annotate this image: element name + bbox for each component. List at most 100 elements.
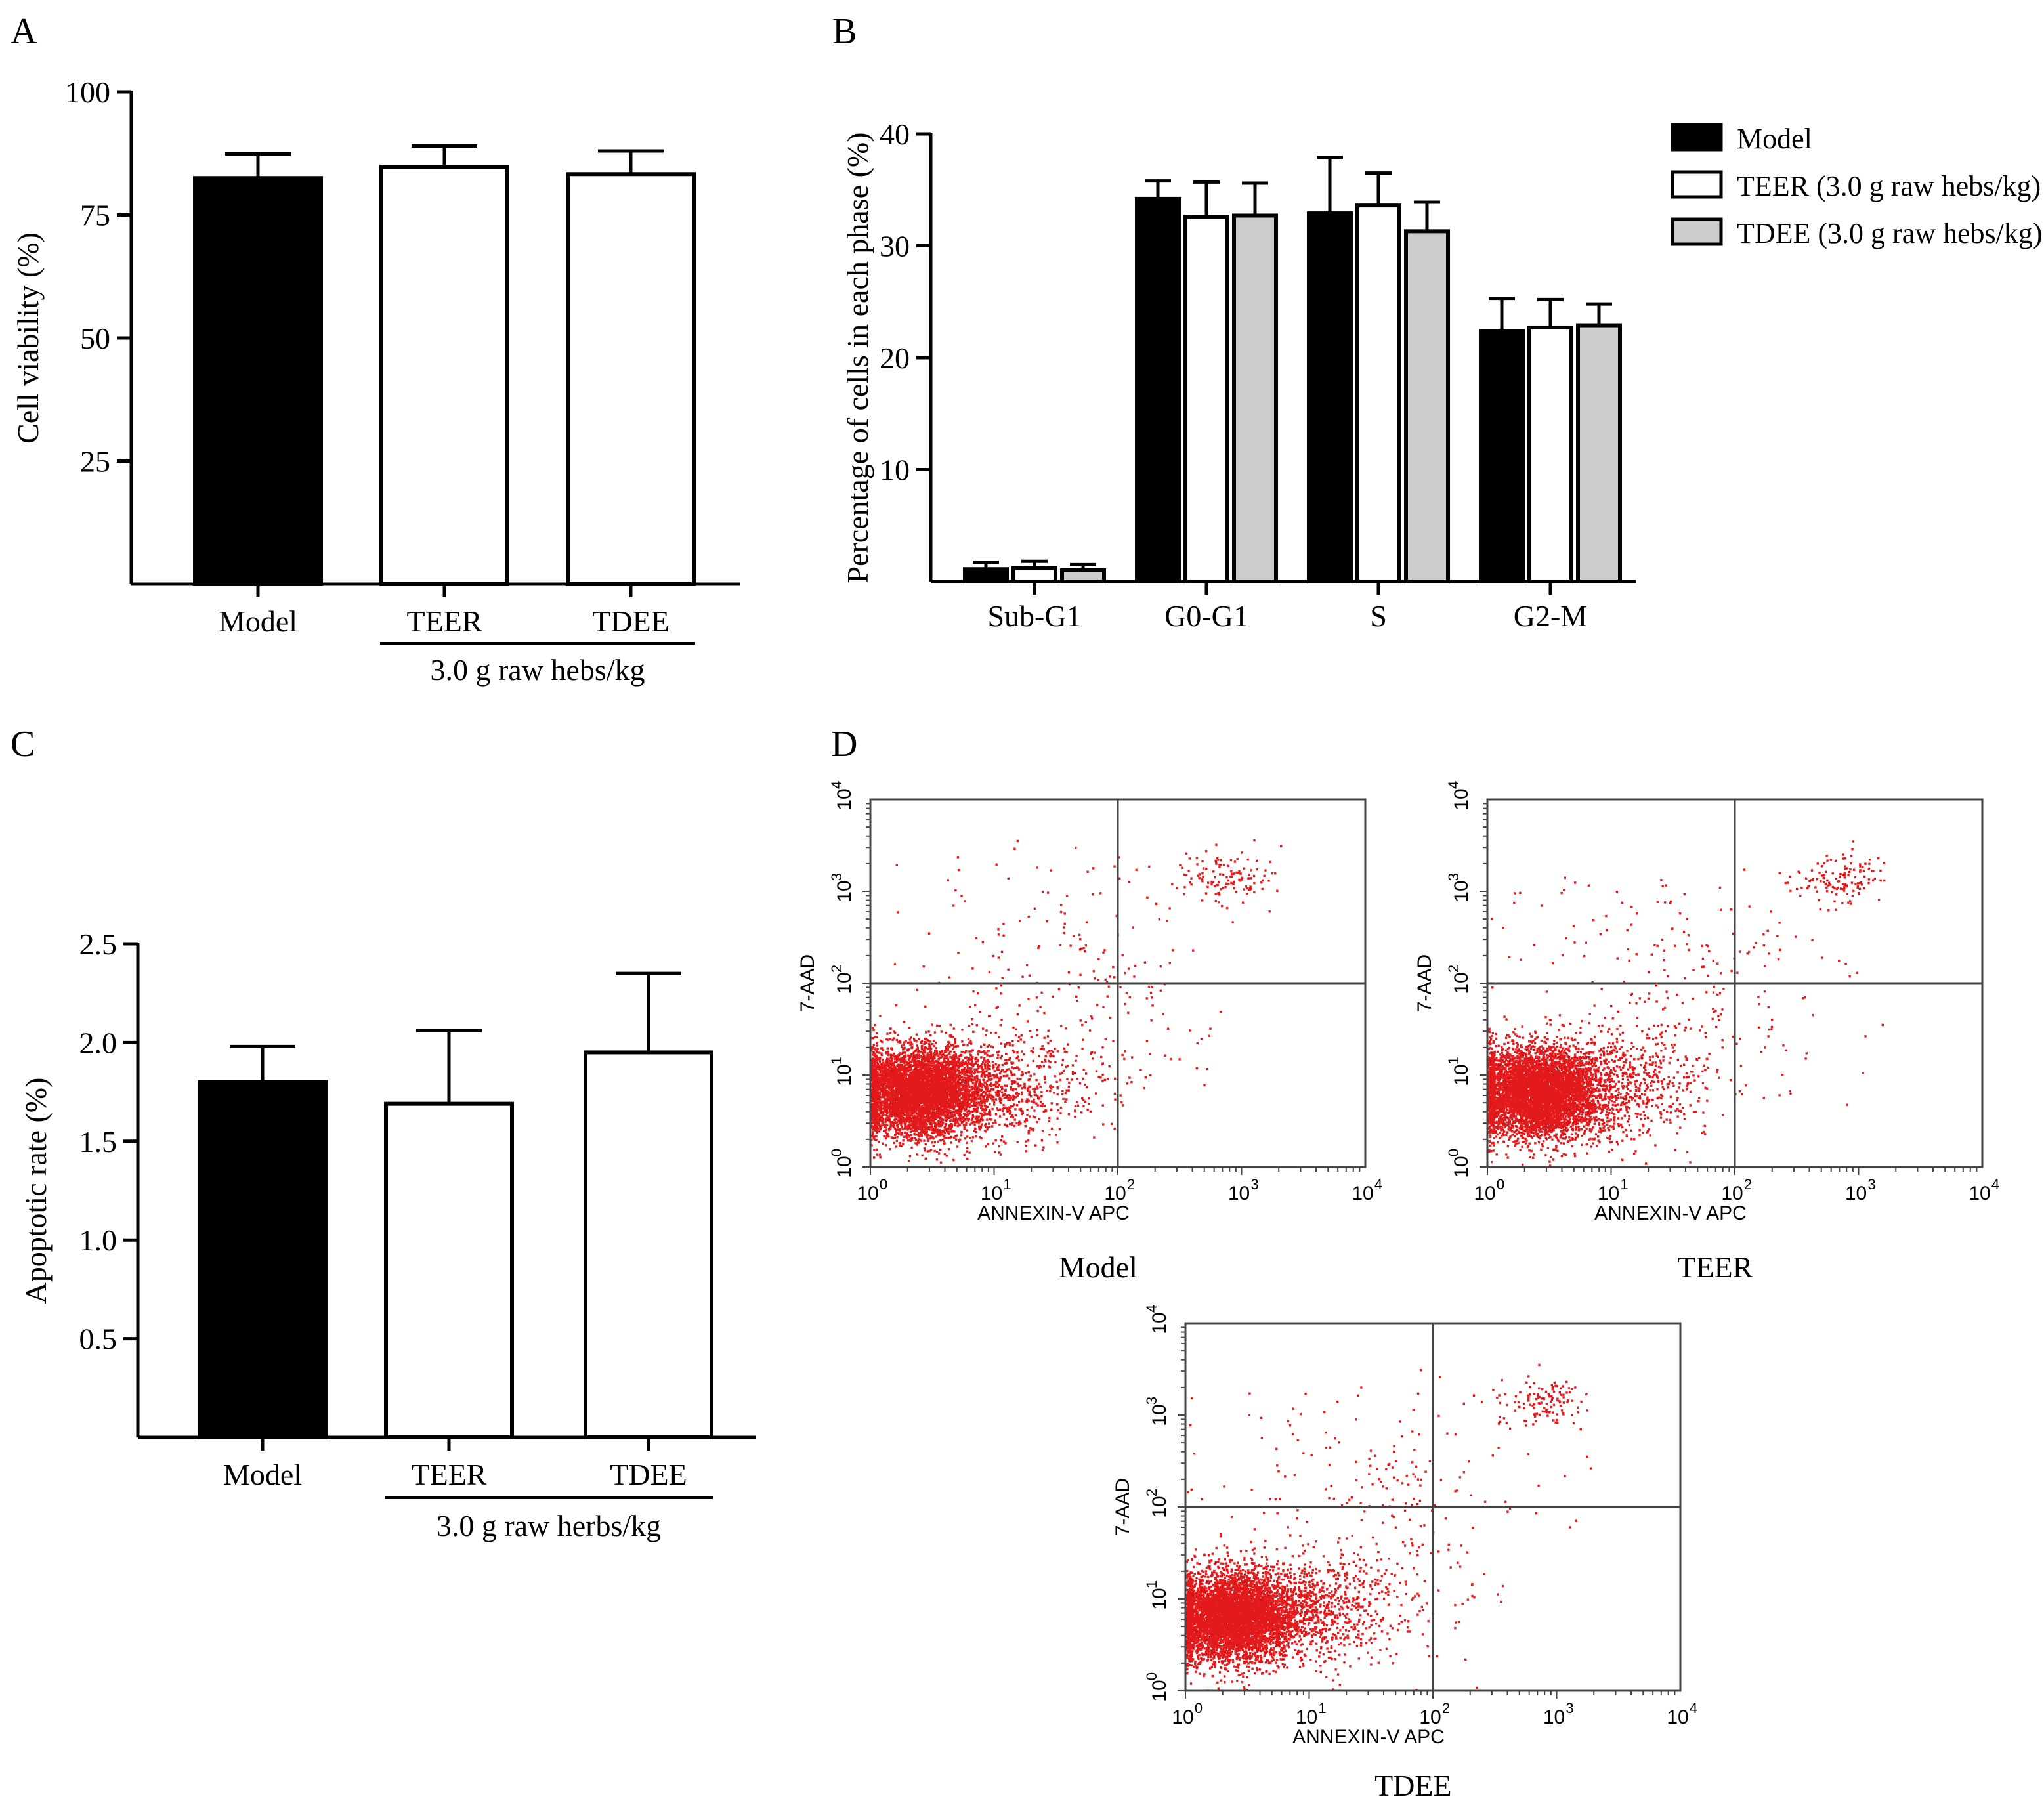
dot [885, 1059, 888, 1062]
dot [895, 1129, 897, 1132]
x-tick-label-g2-m: G2-M [1514, 599, 1587, 633]
dot [929, 1149, 933, 1151]
dot [890, 1110, 893, 1113]
dot [924, 1143, 927, 1145]
dot [932, 1080, 935, 1083]
dot [973, 1099, 975, 1102]
dot [910, 1063, 912, 1067]
dot [951, 1068, 954, 1071]
dot [920, 1124, 922, 1126]
dot [939, 1161, 943, 1164]
dot [905, 1076, 907, 1078]
dot [874, 1064, 876, 1067]
dot [885, 1097, 888, 1101]
dot [897, 1093, 899, 1096]
dot [924, 1099, 927, 1101]
dot [970, 1101, 973, 1103]
dot [872, 1107, 874, 1111]
dot [891, 1048, 893, 1051]
dot [920, 1114, 922, 1118]
dot [961, 1086, 964, 1089]
dot [968, 1095, 971, 1097]
dot [953, 1136, 956, 1139]
dot [901, 1128, 904, 1130]
dot [899, 1064, 901, 1067]
dot [879, 1080, 882, 1082]
dot [983, 1102, 986, 1105]
dot [984, 1124, 987, 1127]
dot [936, 1103, 939, 1105]
dot [908, 1088, 911, 1091]
dot [937, 1079, 940, 1082]
dot [900, 1065, 903, 1068]
dot [909, 1043, 912, 1046]
dot [947, 1090, 950, 1093]
dot [885, 1137, 887, 1140]
dot [893, 1057, 897, 1061]
dot [893, 1107, 896, 1110]
dot [916, 1085, 919, 1088]
dot [956, 1076, 959, 1078]
dot [883, 1107, 885, 1110]
dot [903, 1113, 906, 1116]
dot [932, 1129, 935, 1132]
dot [943, 1074, 945, 1076]
dot [926, 1114, 929, 1116]
dot [874, 1063, 877, 1066]
dot [938, 1093, 941, 1097]
dot [893, 1141, 895, 1145]
dot [898, 1067, 901, 1070]
dot [924, 1075, 927, 1078]
dot [966, 1146, 969, 1149]
dot [882, 1070, 885, 1072]
dot [870, 1077, 873, 1080]
dot [960, 1065, 963, 1068]
dot [988, 1126, 991, 1128]
dot [899, 1069, 902, 1072]
dot [875, 1122, 878, 1125]
dot [966, 1088, 969, 1090]
dot [925, 1072, 928, 1075]
y-tick-label: 30 [880, 230, 910, 263]
dot [928, 1059, 931, 1063]
dot [988, 1092, 990, 1095]
dot [883, 1135, 885, 1137]
dot [943, 1085, 946, 1088]
dot [889, 1032, 892, 1034]
dot [893, 1102, 895, 1105]
dot [929, 1110, 931, 1113]
dot [879, 1015, 882, 1017]
dot [926, 1086, 929, 1090]
dot [893, 1118, 896, 1122]
dot [929, 1072, 933, 1075]
dot [934, 1042, 937, 1044]
dot [886, 1057, 889, 1060]
dot [960, 1054, 963, 1057]
dot [892, 1109, 895, 1112]
dot [983, 1072, 985, 1075]
dot [925, 1122, 927, 1125]
dot [905, 1040, 907, 1042]
dot [912, 1084, 915, 1087]
y-tick-label: 1.5 [79, 1125, 117, 1158]
dot [895, 1096, 897, 1099]
y-tick-label: 20 [880, 341, 910, 375]
dot [923, 1129, 926, 1132]
dot [875, 1060, 878, 1063]
dot [878, 1101, 881, 1104]
dot [872, 1077, 875, 1080]
dot [1011, 1098, 1014, 1101]
y-axis-label: Percentage of cells in each phase (%) [841, 132, 874, 583]
dot [927, 1116, 930, 1118]
dot [906, 1067, 909, 1069]
dot [926, 1067, 929, 1071]
dot [965, 1090, 968, 1092]
dot [969, 1098, 971, 1101]
dot [909, 1078, 912, 1081]
dot [901, 1118, 904, 1120]
dot [882, 1092, 885, 1095]
dot [941, 1113, 943, 1115]
dot [876, 1042, 878, 1044]
dot [1014, 1088, 1017, 1091]
dot [952, 1074, 954, 1077]
